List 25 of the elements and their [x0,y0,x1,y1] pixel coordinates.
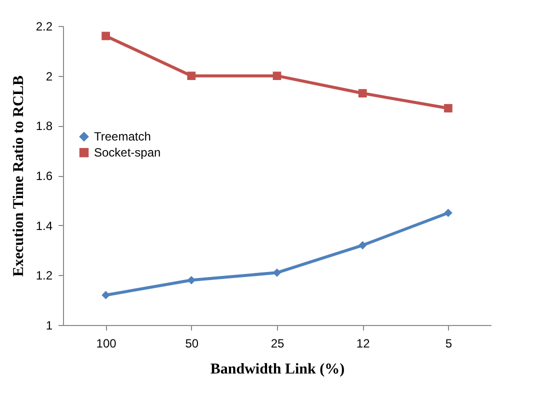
x-tick-label: 50 [185,336,199,350]
point [187,276,196,284]
point [102,290,110,300]
y-tick-label: 2.2 [36,20,53,34]
point [102,32,110,40]
point [187,72,196,80]
point [358,89,367,98]
y-tick-label: 1.4 [36,218,53,233]
x-axis-title: Bandwidth Link (%) [210,362,345,378]
x-tick-label: 12 [356,336,370,350]
y-tick-label: 2 [46,69,53,84]
point [272,72,282,80]
y-axis-title: Execution Time Ratio to RCLB [10,75,27,277]
legend-label: Socket-span [94,146,161,160]
point [444,208,452,218]
x-tick-label: 5 [445,336,452,350]
legend-label: Treematch [94,130,151,144]
y-tick-label: 1 [46,318,53,332]
x-tick-label: 100 [96,336,117,350]
x-tick-label: 25 [270,336,284,350]
point [444,104,452,112]
y-tick-label: 1.8 [36,119,53,134]
point [358,241,367,250]
y-tick-label: 1.6 [36,169,53,183]
y-tick-label: 1.2 [36,268,53,283]
